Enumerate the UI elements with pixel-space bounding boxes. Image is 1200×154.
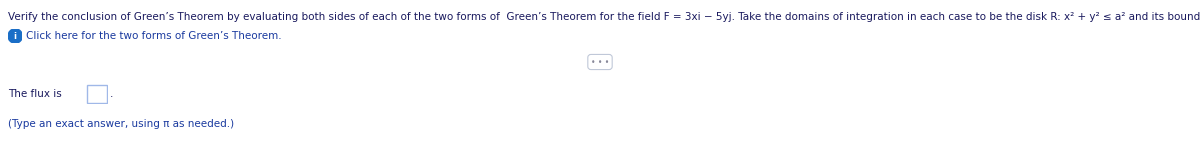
Text: (Type an exact answer, using π as needed.): (Type an exact answer, using π as needed… (8, 119, 234, 129)
FancyBboxPatch shape (88, 85, 107, 103)
Text: Click here for the two forms of Green’s Theorem.: Click here for the two forms of Green’s … (26, 31, 282, 41)
Text: i: i (13, 32, 17, 41)
Text: .: . (110, 89, 113, 99)
Text: Verify the conclusion of Green’s Theorem by evaluating both sides of each of the: Verify the conclusion of Green’s Theorem… (8, 12, 1200, 22)
Text: • • •: • • • (590, 57, 610, 67)
Text: The flux is: The flux is (8, 89, 65, 99)
Circle shape (8, 29, 23, 43)
